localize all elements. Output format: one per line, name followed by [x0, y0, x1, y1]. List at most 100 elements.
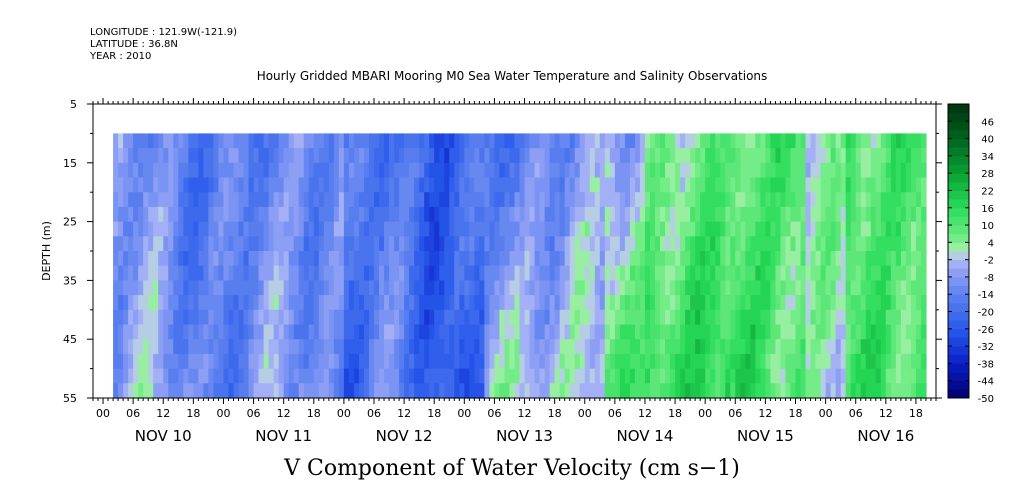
- heat-cell: [609, 339, 616, 355]
- heat-cell: [248, 177, 255, 193]
- heat-cell: [409, 148, 415, 164]
- heat-cell: [700, 295, 706, 311]
- heat-cell: [624, 353, 631, 370]
- heat-cell: [258, 368, 265, 384]
- heat-cell: [379, 177, 385, 193]
- heat-cell: [584, 295, 591, 311]
- heat-cell: [775, 295, 782, 311]
- heat-cell: [509, 339, 516, 355]
- heat-cell: [574, 353, 581, 370]
- heat-cell: [328, 133, 335, 149]
- heat-cell: [554, 236, 561, 252]
- heat-cell: [800, 206, 807, 223]
- heat-cell: [419, 133, 425, 149]
- heat-cell: [629, 251, 636, 267]
- heat-cell: [544, 133, 551, 149]
- heat-cell: [113, 295, 119, 311]
- heat-cell: [559, 324, 566, 340]
- heat-cell: [820, 383, 827, 399]
- heat-cell: [218, 309, 225, 326]
- heat-cell: [243, 177, 250, 193]
- heat-cell: [464, 192, 470, 208]
- heat-cell: [519, 265, 526, 281]
- heat-cell: [529, 368, 536, 384]
- heat-cell: [554, 133, 561, 149]
- heat-cell: [890, 324, 897, 340]
- heat-cell: [223, 339, 230, 355]
- heat-cell: [348, 251, 355, 267]
- heat-cell: [785, 236, 792, 252]
- heat-cell: [624, 206, 631, 223]
- heat-cell: [233, 339, 240, 355]
- heat-cell: [634, 236, 641, 252]
- heat-cell: [644, 383, 651, 399]
- heat-cell: [649, 236, 656, 252]
- heat-cell: [494, 353, 501, 370]
- heat-cell: [845, 133, 852, 149]
- heat-cell: [835, 236, 842, 252]
- heat-cell: [675, 251, 681, 267]
- heat-cell: [880, 162, 887, 179]
- heat-cell: [203, 353, 210, 370]
- heat-cell: [288, 280, 295, 296]
- heat-cell: [168, 177, 174, 193]
- heat-cell: [213, 295, 220, 311]
- colorbar-label: -32: [978, 342, 994, 353]
- heat-cell: [424, 148, 430, 164]
- heat-cell: [850, 383, 857, 399]
- heat-cell: [203, 324, 210, 340]
- heat-cell: [233, 206, 240, 223]
- heat-cell: [158, 353, 164, 370]
- heat-cell: [900, 309, 907, 326]
- heat-cell: [389, 265, 395, 281]
- heat-cell: [810, 353, 817, 370]
- heat-cell: [303, 148, 310, 164]
- heat-cell: [870, 162, 877, 179]
- heat-cell: [755, 162, 761, 179]
- x-tick-label: 18: [548, 407, 562, 420]
- heat-cell: [614, 133, 621, 149]
- heat-cell: [619, 324, 626, 340]
- heat-cell: [850, 265, 857, 281]
- heat-cell: [368, 192, 375, 208]
- heat-cell: [785, 221, 792, 237]
- heat-cell: [644, 177, 651, 193]
- heat-cell: [920, 383, 927, 399]
- heat-cell: [148, 206, 154, 223]
- heat-cell: [173, 177, 179, 193]
- heat-cell: [143, 309, 149, 326]
- heat-cell: [213, 133, 220, 149]
- heat-cell: [755, 236, 761, 252]
- heat-cell: [238, 206, 245, 223]
- heat-cell: [910, 353, 917, 370]
- heat-cell: [670, 251, 676, 267]
- heat-cell: [459, 206, 465, 223]
- heat-cell: [765, 177, 772, 193]
- heat-cell: [258, 295, 265, 311]
- heat-cell: [529, 192, 536, 208]
- heat-cell: [885, 148, 892, 164]
- heat-cell: [850, 353, 857, 370]
- heat-cell: [770, 383, 777, 399]
- heat-cell: [414, 236, 420, 252]
- heat-cell: [384, 192, 390, 208]
- heat-cell: [153, 162, 159, 179]
- heat-cell: [298, 236, 305, 252]
- heat-cell: [790, 206, 797, 223]
- heat-cell: [263, 280, 270, 296]
- heat-cell: [765, 162, 772, 179]
- heat-cell: [268, 251, 275, 267]
- heat-cell: [920, 339, 927, 355]
- heat-cell: [384, 368, 390, 384]
- heat-cell: [323, 324, 330, 340]
- heat-cell: [283, 133, 290, 149]
- heat-cell: [685, 265, 691, 281]
- heat-cell: [389, 280, 395, 296]
- heat-cell: [208, 353, 215, 370]
- heat-cell: [328, 353, 335, 370]
- heat-cell: [835, 309, 842, 326]
- heat-cell: [464, 251, 470, 267]
- heat-cell: [685, 383, 691, 399]
- heat-cell: [318, 339, 325, 355]
- heat-cell: [685, 280, 691, 296]
